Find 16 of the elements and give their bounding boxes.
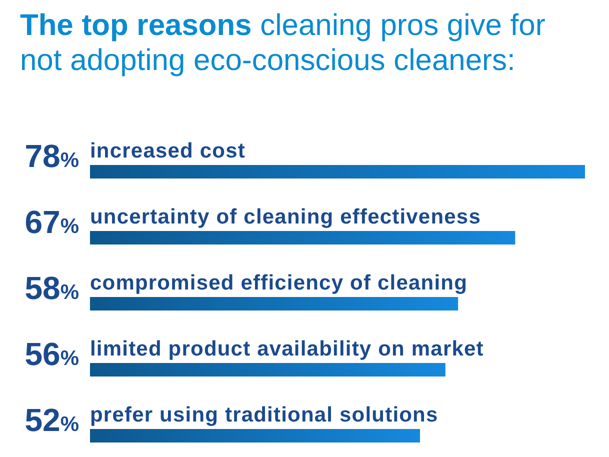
bar <box>90 363 446 376</box>
data-label: 78% <box>24 138 80 174</box>
bar <box>90 231 516 244</box>
data-label: 58% <box>24 270 80 306</box>
y-tick-label: prefer using traditional solutions <box>90 404 438 426</box>
data-label: 67% <box>24 204 80 240</box>
y-tick-label: compromised efficiency of cleaning <box>90 272 468 294</box>
bar <box>90 429 420 442</box>
y-tick-label: increased cost <box>90 140 246 162</box>
bar <box>90 297 458 310</box>
bar <box>90 165 585 178</box>
data-label: 52% <box>24 402 80 438</box>
data-label: 56% <box>24 336 80 372</box>
y-tick-label: uncertainty of cleaning effectiveness <box>90 206 481 228</box>
y-tick-label: limited product availability on market <box>90 338 484 360</box>
chart-title: The top reasons cleaning pros give for not adopting eco-conscious cleaners: <box>20 9 546 77</box>
